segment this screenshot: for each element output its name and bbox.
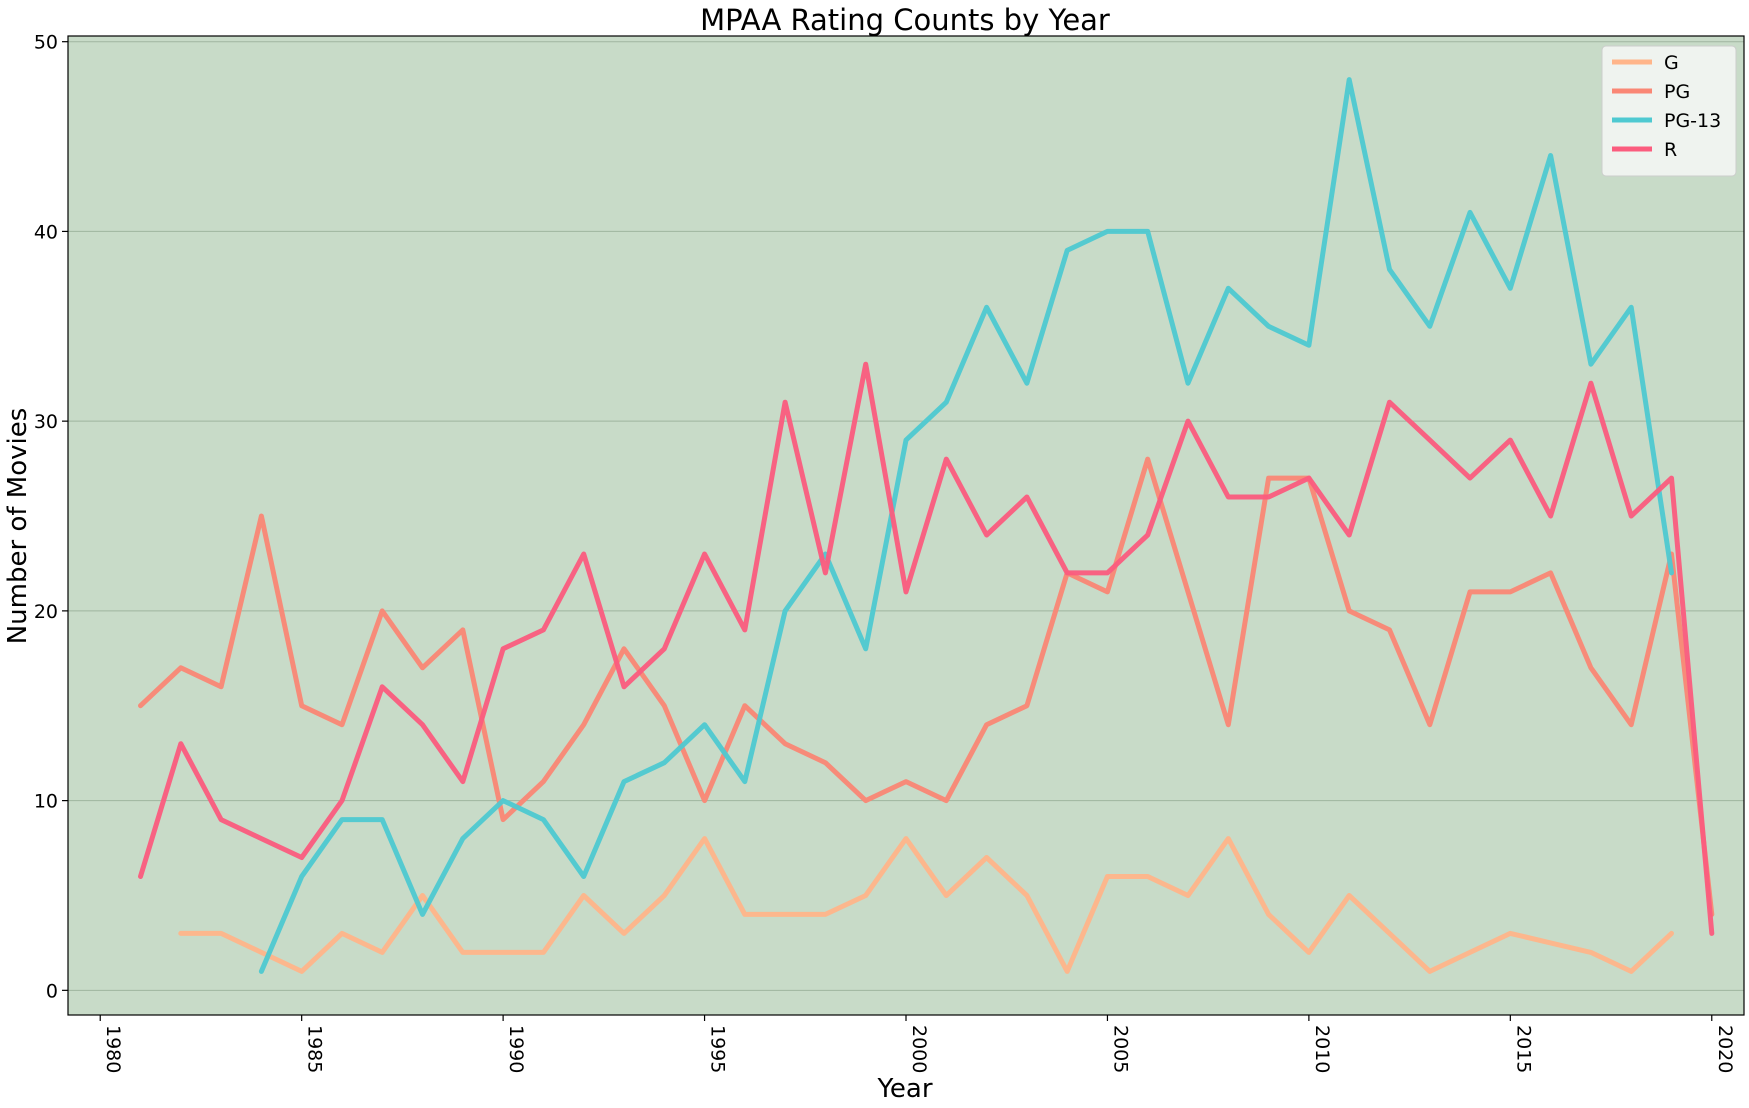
chart-title: MPAA Rating Counts by Year [700, 3, 1110, 37]
x-tick-label: 1990 [505, 1025, 527, 1073]
y-axis-label: Number of Movies [3, 408, 33, 645]
x-tick-label: 2000 [908, 1025, 930, 1073]
x-tick-label: 2010 [1311, 1025, 1333, 1073]
plot-background [68, 36, 1744, 1015]
legend-box [1601, 45, 1737, 177]
x-tick-label: 1995 [707, 1025, 729, 1073]
legend: G PG PG-13 R [1601, 45, 1737, 177]
gridlines [68, 41, 1744, 991]
series-line-pg [138, 456, 1715, 917]
x-tick-label: 2005 [1109, 1025, 1131, 1073]
x-axis-label: Year [876, 1074, 932, 1104]
y-tick-label: 0 [46, 980, 58, 1002]
x-tick-label: 1985 [304, 1025, 326, 1073]
legend-label: R [1664, 139, 1677, 161]
x-tick-label: 2015 [1512, 1025, 1534, 1073]
y-tick-label: 10 [34, 791, 58, 813]
series-layer [138, 77, 1715, 974]
legend-label: PG-13 [1664, 110, 1721, 132]
y-tick-label: 50 [34, 32, 58, 54]
y-tick-label: 40 [34, 221, 58, 243]
legend-label: PG [1664, 81, 1690, 103]
legend-label: G [1664, 52, 1679, 74]
series-line-pg-13 [258, 77, 1674, 974]
x-tick-label: 1980 [102, 1025, 124, 1073]
y-tick-label: 30 [34, 411, 58, 433]
x-axis: 1980 1985 1990 1995 2000 2005 2010 2015 2020 [99, 1015, 1736, 1073]
series-line-r [138, 361, 1715, 936]
y-tick-label: 20 [34, 601, 58, 623]
y-axis: 0 10 20 30 40 50 [34, 32, 68, 1002]
x-tick-label: 2020 [1714, 1025, 1736, 1073]
